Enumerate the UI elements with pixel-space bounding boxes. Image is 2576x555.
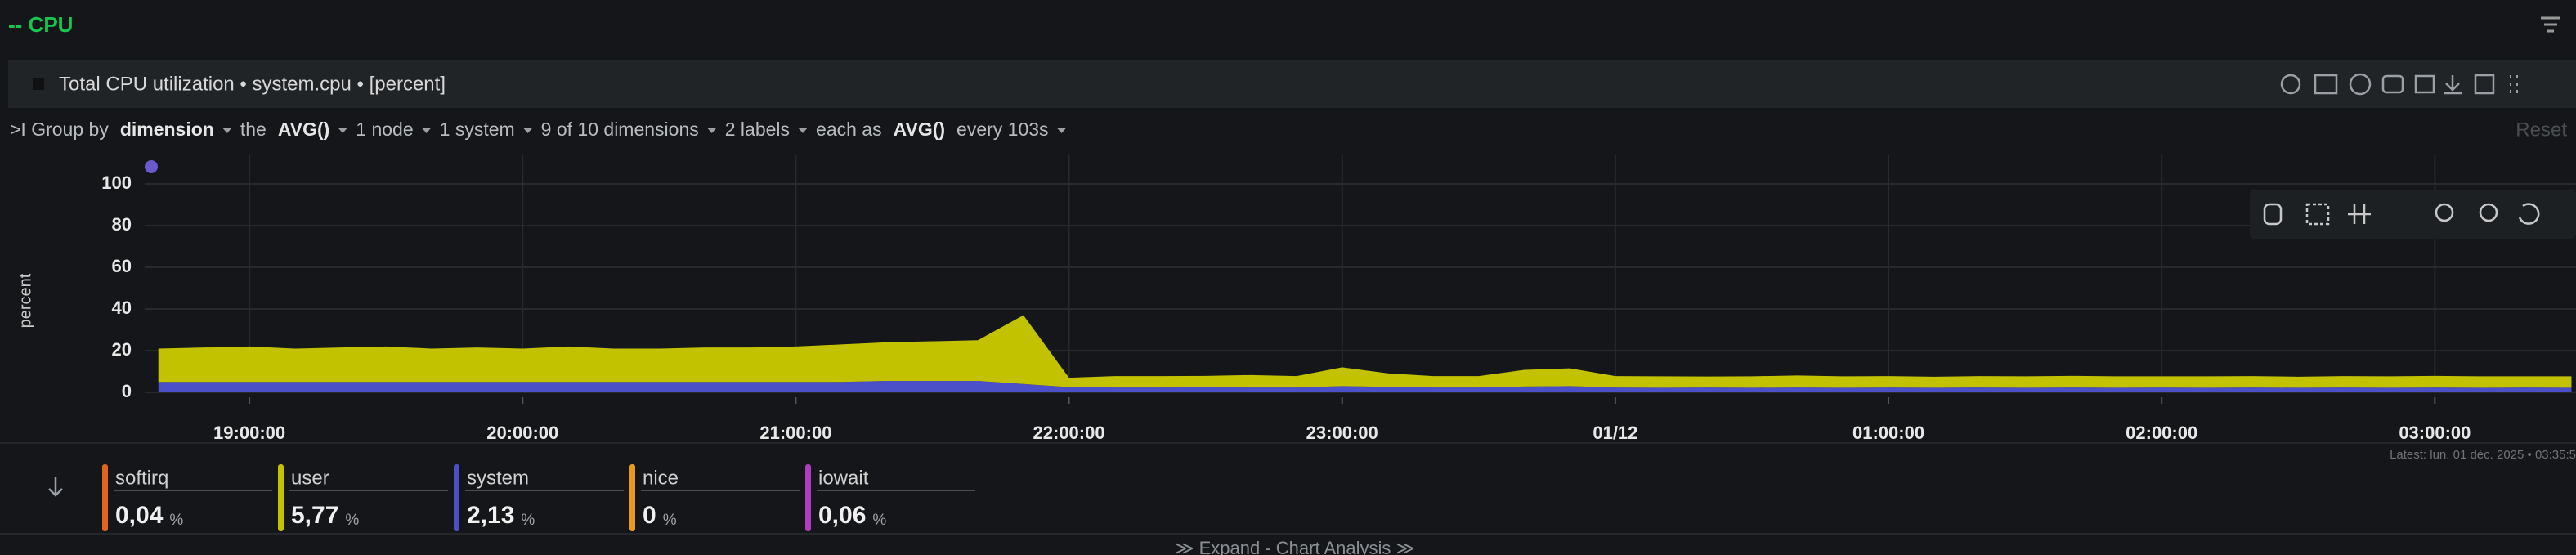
caret (706, 128, 717, 133)
toolbar-item[interactable]: AVG() (894, 119, 945, 140)
toolbar-item[interactable]: the (240, 119, 267, 140)
legend-name[interactable]: user (291, 467, 329, 489)
y-tick-label: 0 (122, 381, 132, 401)
compare-tool[interactable] (2348, 204, 2371, 224)
panel-header (8, 60, 2576, 108)
x-tick-label: 01/12 (1593, 423, 1637, 443)
download-icon[interactable] (2444, 75, 2462, 95)
section-title: -- CPU (8, 12, 73, 37)
alert-icon[interactable] (2280, 74, 2301, 95)
area-series (158, 380, 2572, 392)
legend-unit: % (169, 512, 183, 529)
y-tick-label: 80 (112, 214, 132, 235)
x-tick-label: 23:00:00 (1306, 423, 1378, 443)
caret (798, 128, 809, 133)
pan-tool[interactable] (2263, 203, 2283, 226)
y-tick-label: 40 (112, 298, 132, 318)
y-axis-label: percent (16, 273, 34, 328)
legend-name[interactable]: system (467, 467, 529, 489)
toolbar-item[interactable]: AVG() (278, 119, 329, 140)
caret (222, 128, 232, 133)
x-tick-label: 19:00:00 (213, 423, 285, 443)
info-icon[interactable] (2349, 73, 2372, 96)
toolbar-item[interactable]: every 103s (956, 119, 1049, 140)
zoom-in[interactable] (2435, 203, 2454, 222)
legend-name[interactable]: nice (643, 467, 679, 489)
reset-button[interactable]: Reset (2516, 119, 2567, 141)
caret (522, 128, 533, 133)
legend-value: 0,06 (818, 502, 866, 529)
y-tick-label: 100 (101, 172, 132, 193)
legend-unit: % (872, 512, 886, 529)
legend-value: 5,77 (291, 502, 338, 529)
group-by-toolbar: >I Group by dimension the AVG() 1 node 1 syst… (10, 119, 1067, 140)
area-series (158, 315, 2572, 388)
drag-icon[interactable] (2510, 75, 2518, 93)
chart: percent 0 20 40 60 80 100 19:00:00 20:00:00 21:00… (16, 155, 2576, 443)
legend-name[interactable]: iowait (818, 467, 869, 489)
legend-value: 0 (643, 502, 656, 529)
legend-unit: % (521, 512, 535, 529)
toolbar-item[interactable]: 1 system (440, 119, 515, 140)
chart-tools-bg (2250, 190, 2576, 239)
toolbar-item[interactable]: 2 labels (725, 119, 790, 140)
legend-swatch (278, 464, 284, 531)
settings-icon[interactable] (2314, 74, 2338, 95)
toolbar-item[interactable]: 9 of 10 dimensions (541, 119, 699, 140)
legend-swatch (629, 464, 635, 531)
dashboard-icon[interactable] (2381, 74, 2404, 94)
legend-swatch (805, 464, 811, 531)
panel-icon (33, 78, 44, 90)
expand-analysis[interactable]: ≫ Expand - Chart Analysis ≫ (1175, 538, 1414, 555)
y-tick-label: 60 (112, 256, 132, 276)
legend-unit: % (663, 512, 677, 529)
legend: softirq 0,04 % user 5,77 % system 2,13 % nice 0 % io… (102, 464, 975, 531)
latest-timestamp: Latest: lun. 01 déc. 2025 • 03:35:5 (2390, 448, 2576, 462)
caret (338, 128, 348, 133)
x-tick-label: 03:00:00 (2399, 423, 2471, 443)
panel-actions (2280, 73, 2518, 96)
toolbar-item[interactable]: each as (816, 119, 882, 140)
fullscreen-icon[interactable] (2414, 74, 2435, 94)
x-tick-label: 22:00:00 (1033, 423, 1105, 443)
legend-value: 2,13 (467, 502, 514, 529)
save-icon[interactable] (2474, 74, 2495, 95)
x-tick-label: 01:00:00 (1852, 423, 1924, 443)
collapse-arrow[interactable] (48, 477, 63, 497)
caret (421, 128, 432, 133)
panel-title: Total CPU utilization • system.cpu • [pe… (59, 73, 446, 95)
x-tick-label: 20:00:00 (486, 423, 558, 443)
legend-swatch (454, 464, 459, 531)
select-tool[interactable] (2305, 203, 2330, 226)
y-tick-label: 20 (112, 339, 132, 360)
x-tick-label: 21:00:00 (759, 423, 831, 443)
zoom-out[interactable] (2479, 203, 2498, 222)
legend-value: 0,04 (115, 502, 164, 529)
chart-tools (2250, 190, 2576, 239)
reset-zoom[interactable] (2518, 203, 2540, 225)
toolbar-item[interactable]: >I Group by (10, 119, 109, 140)
annotation-marker[interactable] (145, 160, 158, 173)
caret (1056, 128, 1067, 133)
toolbar-item[interactable]: dimension (120, 119, 214, 140)
legend-unit: % (345, 512, 359, 529)
legend-swatch (102, 464, 108, 531)
toolbar-item[interactable]: 1 node (356, 119, 413, 140)
x-tick-label: 02:00:00 (2126, 423, 2197, 443)
filter-icon[interactable] (2541, 16, 2560, 33)
legend-name[interactable]: softirq (115, 467, 168, 489)
